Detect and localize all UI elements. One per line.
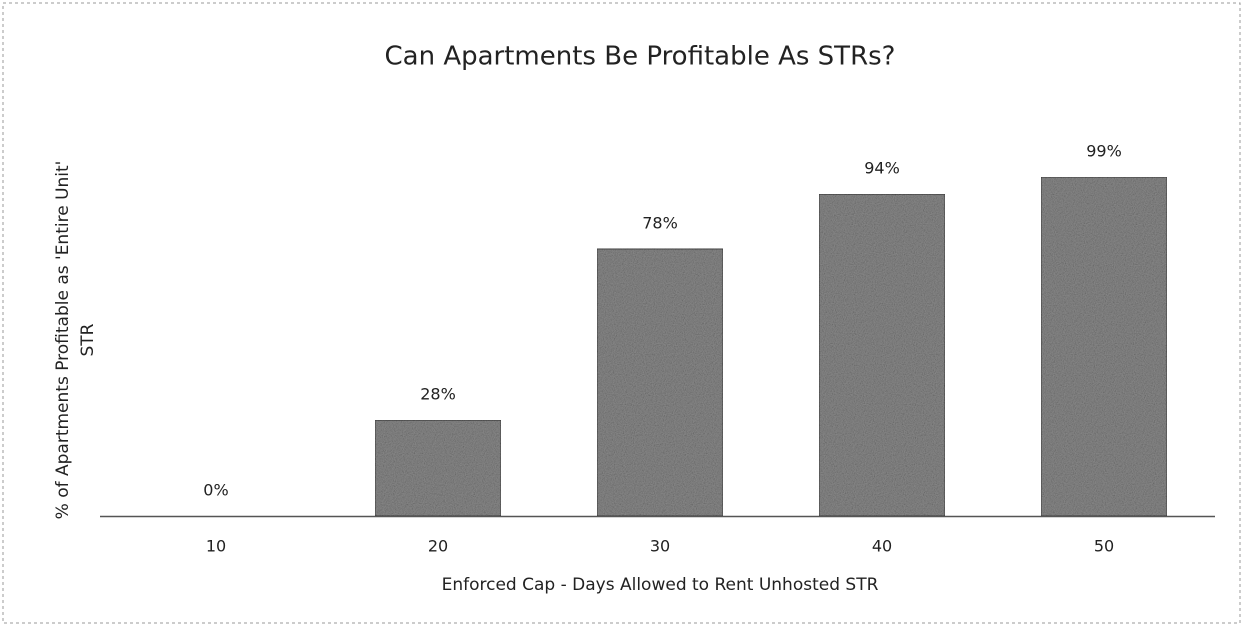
x-tick-label: 50 xyxy=(1094,537,1114,556)
x-tick-label: 40 xyxy=(872,537,892,556)
y-axis-label: % of Apartments Profitable as 'Entire Un… xyxy=(53,161,73,520)
x-tick-label: 10 xyxy=(206,537,226,556)
bar xyxy=(818,193,946,517)
data-label: 28% xyxy=(420,385,456,404)
x-tick-label: 20 xyxy=(428,537,448,556)
bar xyxy=(1040,176,1168,517)
data-label: 78% xyxy=(642,213,678,232)
data-label: 0% xyxy=(203,481,228,500)
chart-title: Can Apartments Be Profitable As STRs? xyxy=(385,42,896,72)
bar xyxy=(374,419,502,517)
y-axis-label: STR xyxy=(78,323,98,356)
bar xyxy=(596,248,724,517)
data-label: 94% xyxy=(864,159,900,178)
x-tick-label: 30 xyxy=(650,537,670,556)
data-label: 99% xyxy=(1086,142,1122,161)
x-axis-label: Enforced Cap - Days Allowed to Rent Unho… xyxy=(442,575,879,595)
